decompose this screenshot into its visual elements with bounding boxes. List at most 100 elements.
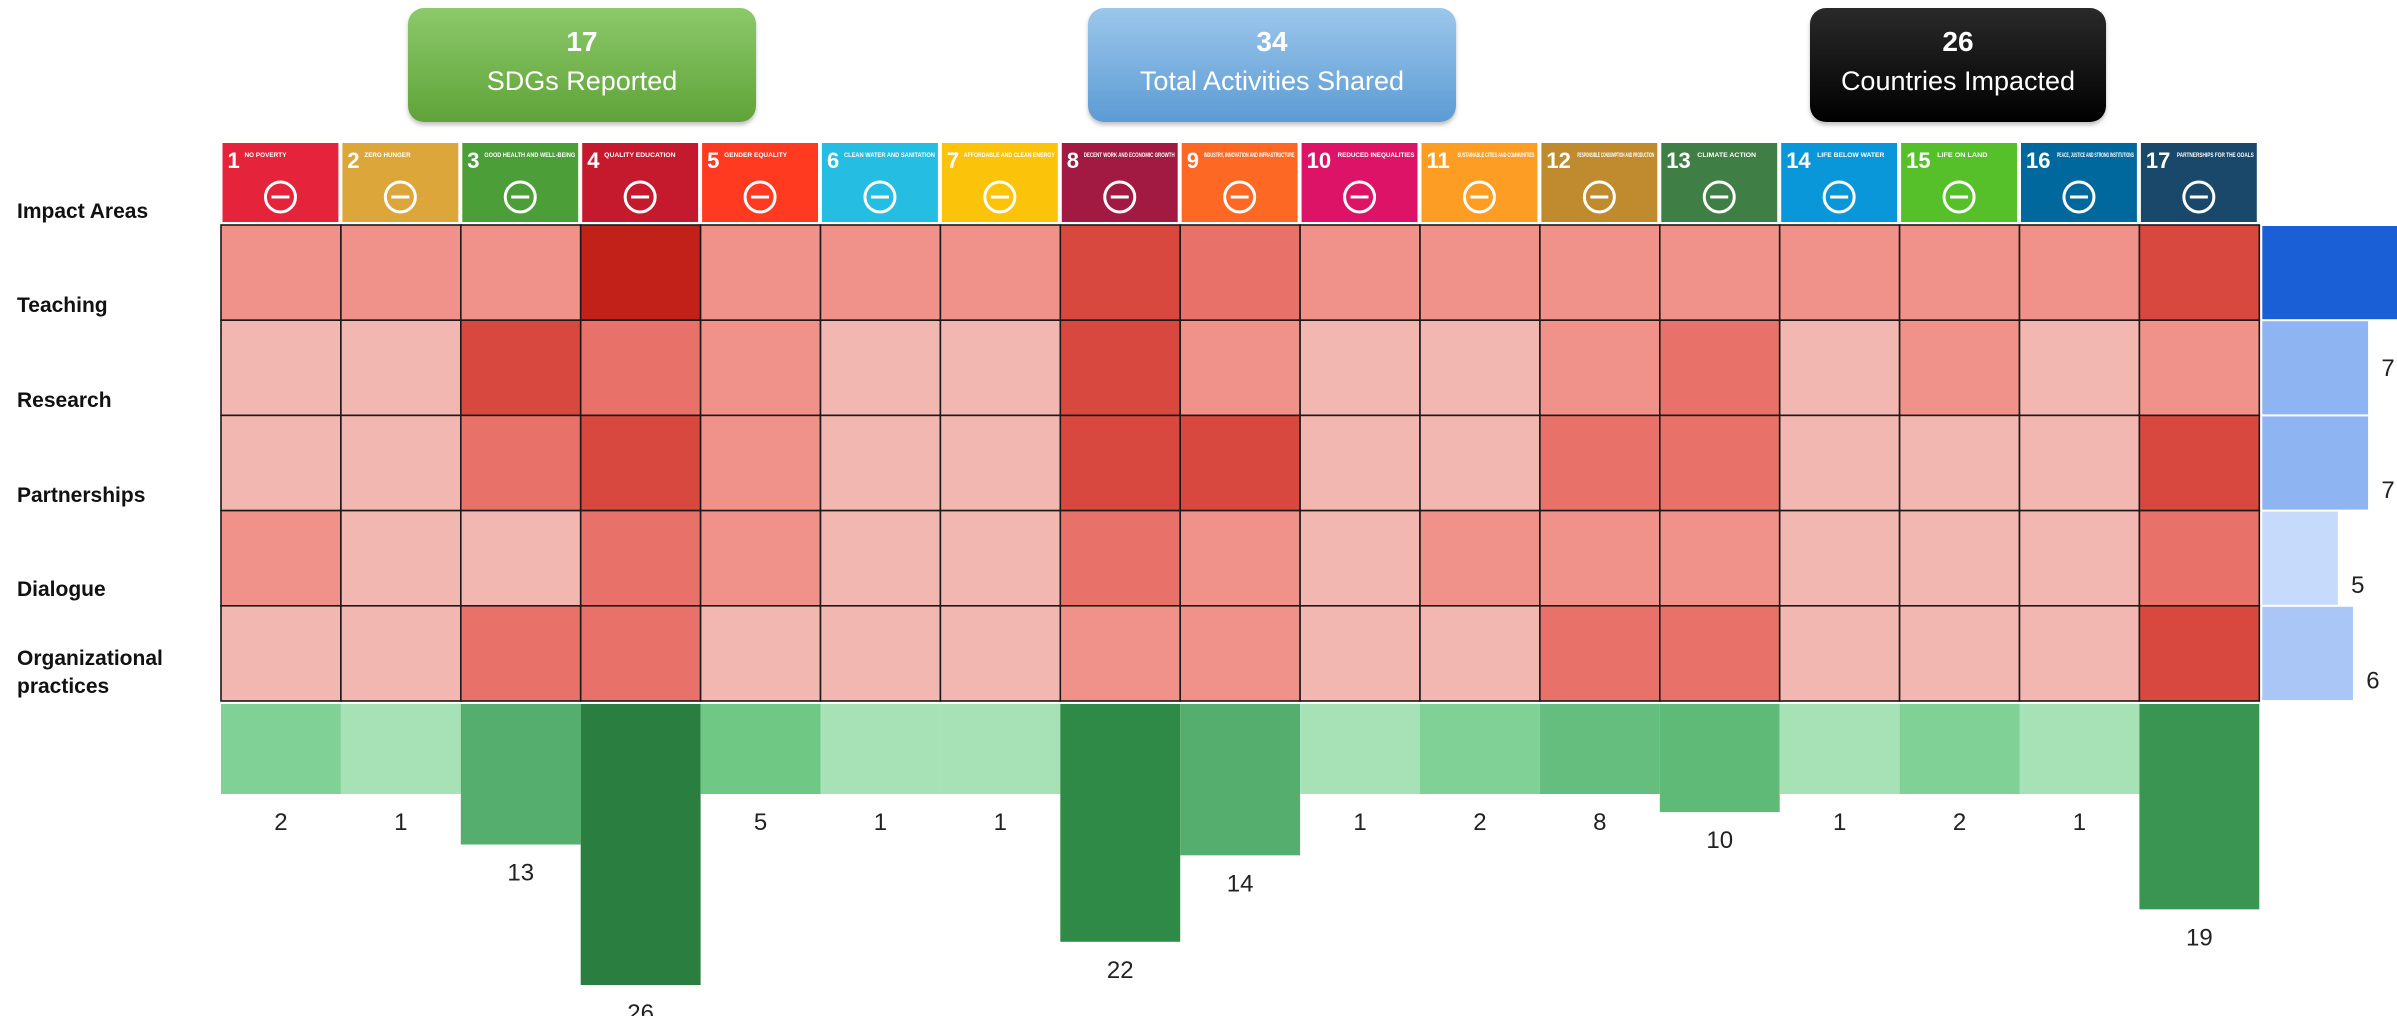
column-total-label: 2 [274,809,287,836]
sdg-tile-title: AFFORDABLE AND CLEAN ENERGY [964,152,1055,159]
column-total-label: 1 [994,809,1007,836]
heatmap-cell [579,509,702,607]
family-icon [263,180,297,214]
heatmap-cell [1179,509,1301,607]
heatmap-cell [579,319,702,417]
heatmap-cell [1059,509,1182,607]
column-total-label: 1 [874,809,887,836]
row-total-bar [2262,606,2353,700]
column-total-bar [2019,704,2140,794]
eye-icon [1702,180,1736,214]
heatmap-cell [1299,604,1421,702]
column-total-bar [1899,704,2020,794]
heatmap-cell [220,224,342,321]
heatmap-cell [220,319,342,417]
heatmap-cell [819,604,942,702]
column-total-bar [1180,704,1301,856]
fish-icon [1822,180,1856,214]
heatmap-cell [819,509,942,607]
sdg-tile-number: 2 [347,148,359,173]
row-label-teaching: Teaching [17,294,108,317]
heatmap-cell [819,319,942,417]
bowl-icon [383,180,417,214]
heatmap-cell [1179,319,1301,417]
heatmap-cell [2138,604,2261,702]
tree-icon [1942,180,1976,214]
sdg-tile-title: GOOD HEALTH AND WELL-BEING [484,152,575,159]
kpi-value: 17 [566,26,598,57]
column-total-label: 19 [2186,924,2213,951]
heatmap-cell [459,414,582,512]
heatmap-cell [699,414,822,512]
column-total-label: 2 [1473,809,1486,836]
heatmap-cell [1778,509,1901,607]
row-total-label: 5 [2351,572,2364,599]
heatmap-cell [1898,604,2021,702]
heatmap-cell [1898,414,2021,512]
heatmap-cell [1419,319,1541,417]
row-total-label: 7 [2381,355,2394,382]
heatmap-cell [2138,319,2261,417]
row-total-bar [2262,321,2369,415]
heatmap-cell [819,414,942,512]
gender-icon [743,180,777,214]
heatmap-cell [340,604,462,702]
heatmap-cell [819,224,942,321]
row-label-organizational-practices: Organizational practices [17,645,163,701]
column-total-label: 14 [1227,870,1254,897]
heatmap-cell [1778,224,1901,321]
sdg-tile-number: 14 [1786,148,1811,173]
kpi-value: 34 [1256,26,1288,57]
column-total-bar [460,704,581,845]
heatmap-cell [2138,414,2261,512]
heatmap-cell [1659,414,1781,512]
column-total-bar [1779,704,1900,794]
heatmap-cell [2018,224,2141,321]
growth-chart-icon [1103,180,1137,214]
column-total-label: 22 [1107,957,1134,984]
heatmap-cell [340,509,462,607]
sdg-tile-number: 8 [1067,148,1079,173]
heatmap-cell [220,414,342,512]
sdg-tile-title: LIFE ON LAND [1937,152,1988,159]
sdg-tile-title: ZERO HUNGER [364,152,410,159]
heatmap-cell [579,224,702,321]
heatmap-cell [340,319,462,417]
sdg-tile-number: 6 [827,148,839,173]
sdg-tile-number: 5 [707,148,719,173]
column-total-label: 2 [1953,809,1966,836]
heatmap-cell [1539,509,1661,607]
heatmap-cell [220,509,342,607]
heatmap-cell [699,319,822,417]
column-total-bar [1420,704,1540,794]
column-total-bar [700,704,821,794]
sdg-tile-number: 12 [1546,148,1570,173]
sdg-tile-title: REDUCED INEQUALITIES [1338,152,1416,159]
column-total-label: 8 [1593,809,1606,836]
column-total-bar [820,704,941,794]
sdg-tile-title: INDUSTRY, INNOVATION AND INFRASTRUCTURE [1204,152,1295,159]
heatmap-cell [1419,509,1541,607]
heatmap-cell [1898,224,2021,321]
sdg-tile-number: 15 [1906,148,1930,173]
column-total-bar [1539,704,1660,794]
heartbeat-icon [503,180,537,214]
heatmap-cell [2018,414,2141,512]
sun-icon [983,180,1017,214]
sdg-tile-title: GENDER EQUALITY [724,152,788,159]
heatmap-cell [2018,319,2141,417]
row-label-dialogue: Dialogue [17,578,106,601]
dove-icon [2062,180,2096,214]
heatmap-cell [1898,509,2021,607]
column-total-bar [1060,704,1181,942]
column-total-bar [940,704,1061,794]
heatmap-cell [1778,414,1901,512]
kpi-label: Countries Impacted [1840,66,2076,96]
heatmap-cell [1659,604,1781,702]
heatmap-cell [1659,509,1781,607]
heatmap-cell [1179,224,1301,321]
column-total-label: 1 [2073,809,2086,836]
sdg-tile-number: 13 [1666,148,1690,173]
column-total-label: 26 [627,1000,654,1016]
kpi-label: Total Activities Shared [1139,66,1405,96]
